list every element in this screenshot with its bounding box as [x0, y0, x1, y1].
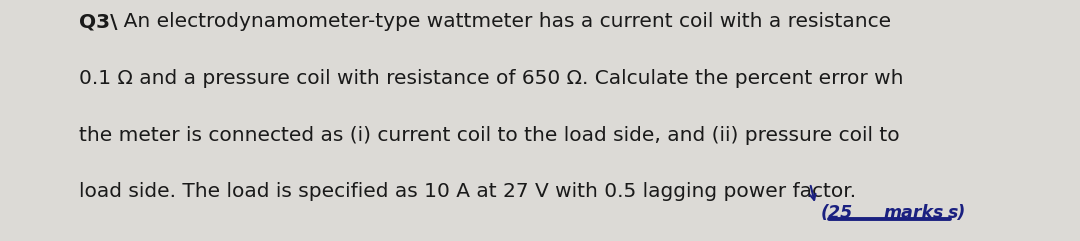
Text: An electrodynamometer-type wattmeter has a current coil with a resistance: An electrodynamometer-type wattmeter has…	[79, 12, 891, 31]
Text: 0.1 Ω and a pressure coil with resistance of 650 Ω. Calculate the percent error : 0.1 Ω and a pressure coil with resistanc…	[79, 69, 903, 88]
Text: s): s)	[948, 204, 967, 222]
Text: Q3\: Q3\	[79, 12, 118, 31]
Text: load side. The load is specified as 10 A at 27 V with 0.5 lagging power factor.: load side. The load is specified as 10 A…	[79, 182, 856, 201]
Text: the meter is connected as (i) current coil to the load side, and (ii) pressure c: the meter is connected as (i) current co…	[79, 126, 900, 145]
Text: marks: marks	[883, 204, 944, 222]
Text: (25: (25	[821, 204, 853, 222]
